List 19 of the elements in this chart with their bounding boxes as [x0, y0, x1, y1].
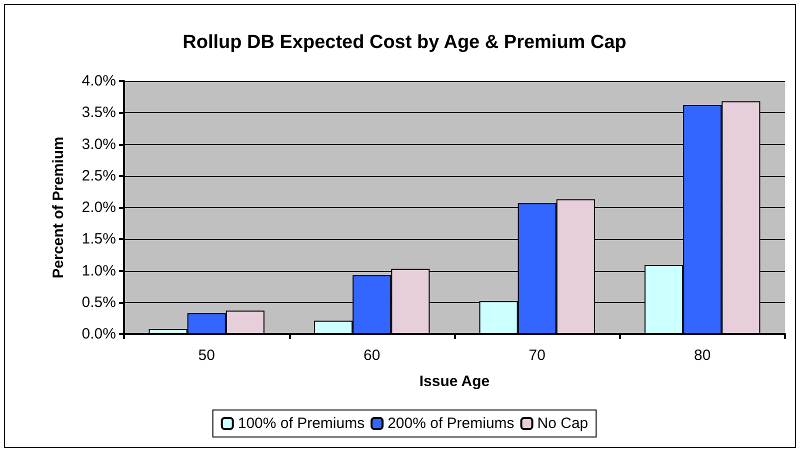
legend-label: 100% of Premiums [238, 415, 365, 432]
y-tick-label: 3.0% [82, 136, 116, 153]
y-tick-label: 1.5% [82, 230, 116, 248]
legend-label: 200% of Premiums [388, 415, 514, 432]
x-tick-label: 70 [528, 347, 546, 364]
chart-title: Rollup DB Expected Cost by Age & Premium Cap [182, 32, 626, 53]
y-tick-label: 0.5% [82, 294, 116, 311]
y-axis-title: Percent of Premium [50, 136, 67, 278]
y-tick-label: 2.5% [82, 167, 116, 184]
x-tick-label: 50 [198, 347, 215, 364]
y-tick-label: 4.0% [82, 72, 116, 90]
y-tick-label: 3.5% [82, 104, 116, 122]
x-tick-label: 80 [694, 347, 711, 364]
y-tick-label: 0.0% [82, 326, 116, 342]
x-tick-label: 60 [364, 347, 380, 364]
y-tick-label: 1.0% [82, 262, 116, 280]
legend-label: No Cap [537, 415, 588, 432]
x-axis-title: Issue Age [419, 373, 490, 390]
y-tick-label: 2.0% [82, 199, 116, 216]
